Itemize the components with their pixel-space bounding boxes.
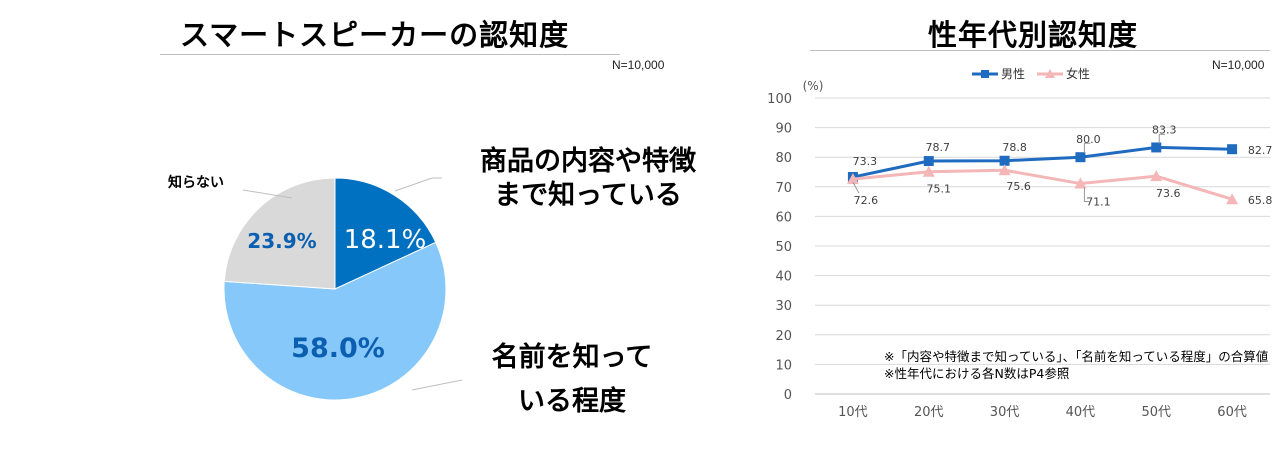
y-tick-label: 50 <box>775 240 792 255</box>
pie-category-label-line: いる程度 <box>518 385 626 417</box>
y-tick-label: 30 <box>775 299 792 314</box>
data-label-female: 73.6 <box>1156 187 1181 200</box>
x-tick-label: 30代 <box>990 405 1020 420</box>
y-tick-label: 60 <box>775 210 792 225</box>
y-tick-label: 20 <box>775 329 792 344</box>
data-label-female: 75.1 <box>927 183 952 196</box>
pie-category-label-line: 知らない <box>168 174 224 191</box>
pie-category-label-0: 商品の内容や特徴まで知っている <box>480 145 697 211</box>
data-label-female: 71.1 <box>1086 196 1111 209</box>
data-point-female <box>922 165 935 177</box>
data-point-male <box>923 156 934 167</box>
x-tick-label: 50代 <box>1141 405 1171 420</box>
data-label-male: 73.3 <box>853 155 878 168</box>
chart-note: ※性年代における各N数はP4参照 <box>884 366 1069 381</box>
y-tick-label: 90 <box>775 122 792 137</box>
pie-category-label-line: まで知っている <box>494 180 682 211</box>
data-point-female <box>1074 177 1087 189</box>
label-leader <box>1158 133 1166 144</box>
y-tick-label: 10 <box>775 358 792 373</box>
legend-marker-0 <box>981 70 989 78</box>
data-point-male <box>1075 152 1086 163</box>
data-label-male: 80.0 <box>1076 133 1101 146</box>
pie-value-label-0: 18.1% <box>344 225 427 255</box>
legend-label-0: 男性 <box>1001 67 1025 81</box>
x-tick-label: 40代 <box>1066 405 1096 420</box>
line-chart: 0 10 20 30 40 50 60 70 80 90 100 (%) 10代 20代 30代 40代 50代… <box>767 66 1273 420</box>
pie-title-rule <box>160 54 620 55</box>
pie-category-label-line: 商品の内容や特徴 <box>480 145 697 177</box>
chart-note: ※「内容や特徴まで知っている」、「名前を知っている程度」の合算値 <box>884 349 1268 364</box>
leader-line-1 <box>411 379 463 391</box>
leader-line-2 <box>242 189 293 199</box>
legend-label-1: 女性 <box>1066 66 1090 81</box>
data-label-male: 82.7 <box>1248 144 1273 157</box>
data-label-female: 75.6 <box>1006 180 1031 193</box>
legend-marker-1 <box>1045 69 1055 78</box>
data-point-female <box>1150 170 1163 182</box>
data-label-male: 83.3 <box>1152 123 1177 136</box>
data-point-male <box>1227 144 1238 155</box>
line-title-rule <box>810 50 1270 51</box>
series-line-0 <box>852 145 1233 179</box>
pie-chart-title: スマートスピーカーの認知度 <box>180 18 570 52</box>
data-label-male: 78.7 <box>926 141 951 154</box>
pie-category-label-line: 名前を知って <box>492 341 653 373</box>
data-label-female: 72.6 <box>854 194 879 207</box>
y-tick-label: 100 <box>767 92 792 107</box>
leader-line-0 <box>394 177 442 192</box>
x-tick-label: 20代 <box>914 405 944 420</box>
pie-n-label: N=10,000 <box>612 58 665 72</box>
x-tick-label: 10代 <box>838 405 868 420</box>
pie-category-label-2: 知らない <box>168 174 224 191</box>
data-point-male <box>999 155 1010 166</box>
pie-value-label-1: 58.0% <box>291 333 385 364</box>
line-n-label: N=10,000 <box>1212 58 1265 72</box>
label-leader <box>1083 142 1091 154</box>
label-leader <box>1083 187 1091 203</box>
series-line-1 <box>852 168 1233 201</box>
data-point-female <box>1226 193 1239 205</box>
data-point-female <box>846 173 859 185</box>
x-tick-label: 60代 <box>1217 405 1247 420</box>
data-point-male <box>1151 142 1162 153</box>
pie-category-label-1: 名前を知っている程度 <box>492 341 653 417</box>
y-tick-label: 0 <box>784 388 792 403</box>
pie-chart: 18.1%58.0%23.9%商品の内容や特徴まで知っている名前を知っている程度… <box>168 145 697 417</box>
pie-slice-0 <box>334 177 437 290</box>
y-tick-label: 80 <box>775 151 792 166</box>
y-tick-label: 70 <box>775 181 792 196</box>
data-point-female <box>998 164 1011 176</box>
data-label-female: 65.8 <box>1248 194 1273 207</box>
label-leader <box>852 181 860 194</box>
pie-value-label-2: 23.9% <box>247 229 316 253</box>
y-tick-label: 40 <box>775 270 792 285</box>
y-unit-label: (%) <box>803 79 824 93</box>
line-chart-title: 性年代別認知度 <box>928 18 1139 52</box>
data-label-male: 78.8 <box>1002 141 1027 154</box>
pie-slice-2 <box>223 177 336 290</box>
pie-slice-1 <box>223 241 447 401</box>
